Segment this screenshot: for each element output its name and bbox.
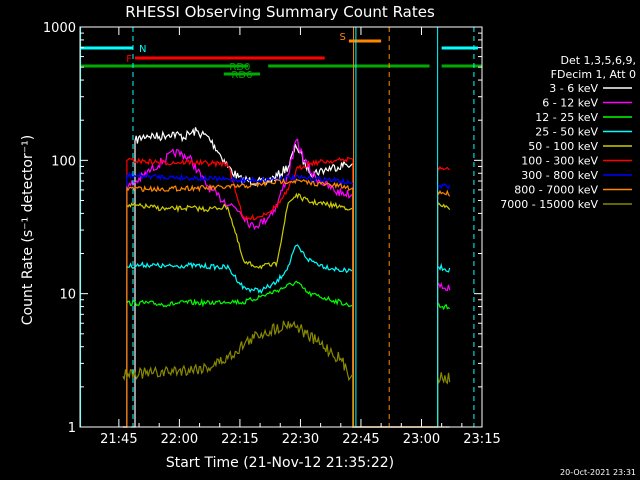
plot-frame [79, 26, 483, 428]
vertical-markers [80, 27, 475, 427]
y-axis-label: Count Rate (s⁻¹ detector⁻¹) [20, 135, 36, 325]
series-line-1 [131, 127, 450, 428]
series-line-4 [122, 244, 451, 428]
legend-label-8: 800 - 7000 keV [514, 184, 598, 197]
x-tick-label: 22:45 [342, 432, 379, 447]
data-series [122, 127, 451, 428]
legend-label-2: 6 - 12 keV [542, 97, 598, 110]
x-tick-label: 23:15 [463, 432, 500, 447]
flag-label-f: F [126, 54, 132, 65]
legend-label-4: 25 - 50 keV [535, 126, 598, 139]
y-tick-label: 1 [68, 421, 76, 436]
series-line-3 [122, 280, 451, 428]
legend-label-6: 100 - 300 keV [521, 155, 598, 168]
x-tick-label: 22:00 [161, 432, 198, 447]
legend-header-line2: FDecim 1, Att 0 [551, 68, 636, 81]
x-axis-label: Start Time (21-Nov-12 21:35:22) [166, 455, 394, 471]
series-line-5 [122, 192, 451, 428]
legend: Det 1,3,5,6,9, FDecim 1, Att 0 3 - 6 keV… [500, 54, 636, 211]
x-tick-label: 22:30 [282, 432, 319, 447]
legend-label-1: 3 - 6 keV [549, 82, 598, 95]
flag-label-n: N [139, 44, 146, 55]
legend-label-5: 50 - 100 keV [528, 140, 598, 153]
flag-label-rd6: RD6 [231, 70, 252, 81]
series-line-7 [122, 171, 451, 428]
series-line-8 [122, 177, 451, 428]
y-tick-label: 10 [59, 288, 76, 303]
flag-label-s: S [339, 32, 345, 43]
legend-header-line1: Det 1,3,5,6,9, [560, 54, 636, 67]
footer-timestamp: 20-Oct-2021 23:31 [560, 468, 636, 477]
legend-label-7: 300 - 800 keV [521, 169, 598, 182]
series-line-6 [122, 156, 451, 428]
y-tick-label: 1000 [43, 21, 76, 36]
x-tick-label: 23:00 [403, 432, 440, 447]
legend-label-9: 7000 - 15000 keV [500, 198, 598, 211]
axis-ticks: 21:45 22:00 22:15 22:30 22:45 23:00 23:15 1 10 10… [43, 21, 501, 447]
series-line-9 [122, 320, 451, 428]
legend-label-3: 12 - 25 keV [535, 111, 598, 124]
flag-label-rd0: RD0 [229, 62, 250, 73]
y-tick-label: 100 [51, 154, 76, 169]
chart-title: RHESSI Observing Summary Count Rates [125, 3, 435, 21]
x-tick-label: 21:45 [100, 432, 137, 447]
x-tick-label: 22:15 [221, 432, 258, 447]
